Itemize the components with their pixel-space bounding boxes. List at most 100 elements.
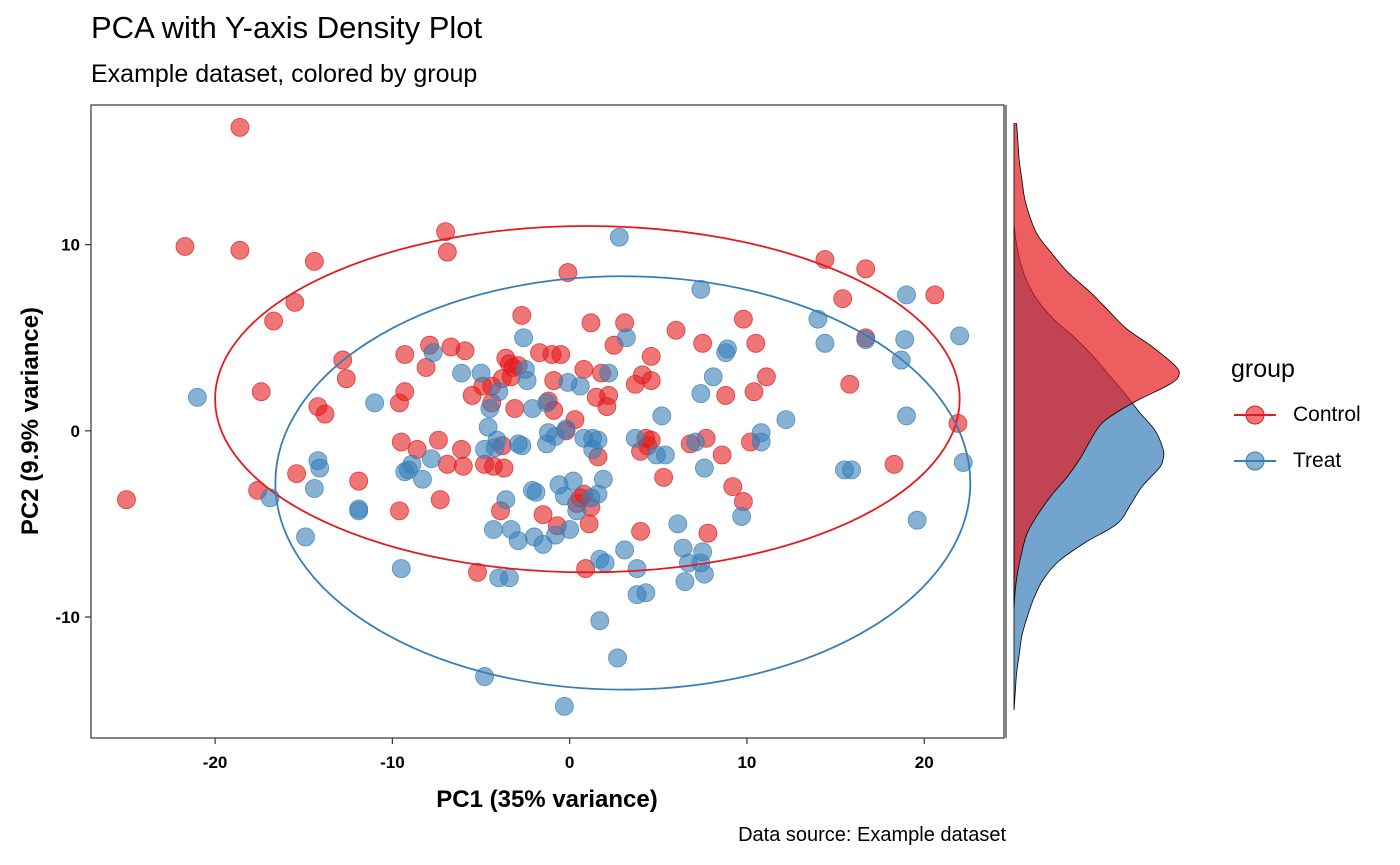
data-point: [833, 289, 853, 309]
x-tick-label: 20: [915, 753, 934, 772]
data-point: [691, 279, 711, 299]
data-point: [187, 387, 207, 407]
data-point: [732, 507, 752, 526]
data-point: [641, 371, 661, 390]
data-point: [390, 501, 409, 521]
data-point: [554, 486, 574, 506]
data-point: [625, 428, 645, 448]
chart-caption: Data source: Example dataset: [738, 824, 1006, 846]
data-point: [897, 285, 916, 305]
data-point: [884, 454, 904, 474]
data-point: [574, 359, 594, 379]
data-point: [287, 464, 307, 484]
data-point: [567, 501, 587, 521]
data-point: [117, 490, 136, 510]
data-point: [512, 436, 532, 456]
data-point: [733, 309, 753, 329]
data-point: [581, 488, 601, 508]
data-point: [494, 458, 514, 478]
legend-key-treat: [1234, 451, 1276, 471]
data-point: [842, 460, 861, 480]
data-point: [556, 419, 576, 439]
data-point: [391, 432, 411, 452]
data-point: [462, 386, 482, 405]
data-point: [480, 399, 500, 418]
data-point: [533, 505, 553, 524]
data-point: [230, 117, 250, 137]
data-point: [675, 572, 695, 592]
data-point: [615, 540, 635, 560]
data-point: [526, 482, 546, 502]
data-point: [563, 471, 583, 491]
data-point: [703, 367, 723, 387]
legend-item-control: Control: [1231, 392, 1361, 438]
data-point: [950, 326, 970, 346]
data-point: [897, 406, 916, 426]
data-point: [395, 382, 415, 402]
x-axis-title: PC1 (35% variance): [436, 786, 657, 813]
data-point: [413, 469, 432, 489]
data-point: [489, 568, 509, 588]
y-axis-title: PC2 (9.9% variance): [17, 307, 44, 535]
plot-panel-border: [90, 104, 1005, 739]
chart-subtitle: Example dataset, colored by group: [91, 60, 478, 88]
data-point: [718, 339, 737, 359]
data-point: [175, 237, 195, 256]
data-point: [641, 346, 661, 366]
legend-label-control: Control: [1293, 403, 1361, 426]
data-point: [264, 311, 284, 331]
data-point: [856, 259, 876, 279]
legend: group Control Treat: [1231, 355, 1361, 484]
data-point: [517, 371, 537, 390]
data-point: [616, 328, 636, 348]
x-tick-label: 10: [737, 753, 756, 772]
data-point: [636, 583, 656, 603]
data-point: [484, 520, 503, 539]
data-point: [475, 440, 494, 459]
data-point: [558, 373, 578, 392]
legend-label-treat: Treat: [1293, 449, 1342, 472]
data-point: [349, 471, 369, 491]
legend-key-control: [1234, 405, 1276, 425]
data-point: [349, 499, 369, 519]
data-point: [296, 527, 315, 547]
data-point: [391, 559, 411, 578]
data-point: [508, 531, 528, 551]
data-point: [746, 333, 766, 353]
data-point: [647, 445, 666, 465]
data-point: [489, 382, 509, 402]
data-point: [437, 454, 457, 474]
data-point: [840, 374, 860, 394]
data-point: [593, 469, 613, 489]
data-point: [429, 430, 448, 450]
data-point: [666, 320, 686, 340]
data-point: [304, 479, 324, 498]
data-point: [654, 467, 674, 487]
data-point: [478, 417, 498, 437]
data-point: [430, 490, 450, 510]
data-point: [599, 363, 619, 383]
data-point: [452, 440, 471, 459]
density-curve-control: [1013, 123, 1180, 608]
data-point: [251, 382, 271, 402]
data-point: [691, 384, 711, 403]
y-tick-label: 10: [61, 236, 80, 255]
data-point: [925, 285, 945, 305]
data-point: [421, 449, 441, 469]
data-point: [694, 564, 714, 584]
legend-item-treat: Treat: [1231, 438, 1361, 484]
data-point: [505, 399, 525, 418]
data-point: [471, 363, 491, 383]
data-point: [537, 393, 557, 413]
data-point: [336, 369, 356, 389]
y-tick-label: 0: [71, 422, 80, 441]
data-point: [452, 363, 471, 383]
x-tick-label: 0: [565, 753, 574, 772]
data-point: [496, 490, 516, 510]
data-point: [230, 240, 250, 260]
data-point: [437, 242, 457, 262]
data-point: [609, 227, 629, 247]
data-point: [514, 328, 533, 348]
series-treat: [187, 227, 973, 716]
